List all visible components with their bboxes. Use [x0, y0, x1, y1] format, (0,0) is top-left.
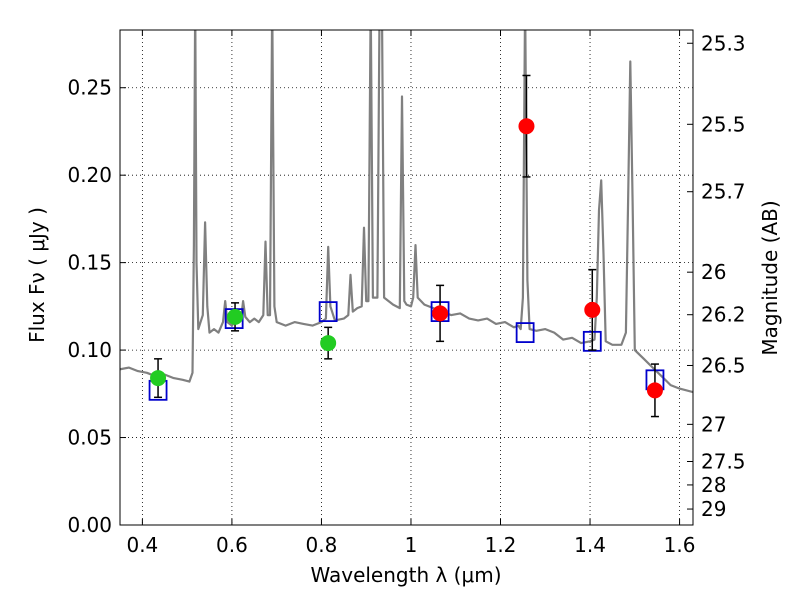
- x-axis-title: Wavelength λ (μm): [310, 563, 501, 587]
- x-tick-label: 0.8: [306, 533, 338, 557]
- y2-tick-label: 27.5: [701, 449, 746, 473]
- y2-tick-label: 27: [701, 412, 726, 436]
- y2-tick-label: 29: [701, 497, 726, 521]
- observed-flux-point: [150, 370, 167, 387]
- observed-flux-point: [646, 382, 663, 399]
- observed-flux-point: [432, 305, 449, 322]
- plot-frame: [119, 29, 694, 526]
- model-flux-square: [318, 301, 338, 323]
- y-tick-label: 0.00: [67, 513, 112, 537]
- grid-lines: [120, 30, 693, 526]
- observed-flux-point: [518, 118, 535, 135]
- y2-tick-label: 26: [701, 260, 726, 284]
- y2-axis-title: Magnitude (AB): [758, 200, 782, 355]
- x-tick-label: 1.2: [485, 533, 517, 557]
- y-tick-label: 0.05: [67, 426, 112, 450]
- y-tick-label: 0.10: [67, 338, 112, 362]
- y-tick-label: 0.15: [67, 251, 112, 275]
- plot-area-content: [120, 30, 693, 418]
- y2-tick-label: 26.5: [701, 353, 746, 377]
- y2-tick-label: 28: [701, 473, 726, 497]
- x-tick-label: 0.6: [216, 533, 248, 557]
- observed-flux-point: [227, 308, 244, 325]
- y-tick-label: 0.20: [67, 163, 112, 187]
- axis-ticks: 0.4 0.6 0.8 1 1.2 1.4 1.6 0.00 0.05 0.10 0.15 0.20 0…: [67, 30, 746, 557]
- x-tick-label: 1.4: [574, 533, 606, 557]
- observed-flux-point: [584, 301, 601, 318]
- y2-tick-label: 26.2: [701, 303, 746, 327]
- template-spectrum-line: [120, 30, 693, 394]
- y2-tick-label: 25.5: [701, 112, 746, 136]
- y-axis-title: Flux Fν ( μJy ): [25, 207, 49, 343]
- model-flux-square: [515, 322, 535, 343]
- observed-flux-point: [320, 335, 337, 352]
- y2-tick-label: 25.3: [701, 31, 746, 55]
- x-tick-label: 1.6: [664, 533, 696, 557]
- y-tick-label: 0.25: [67, 76, 112, 100]
- y2-tick-label: 25.7: [701, 180, 746, 204]
- x-tick-label: 0.4: [126, 533, 158, 557]
- x-tick-label: 1: [405, 533, 418, 557]
